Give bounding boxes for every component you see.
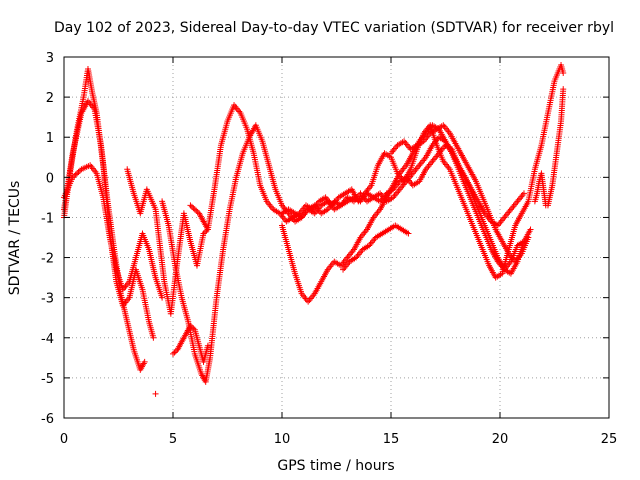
- data-point: [201, 229, 208, 236]
- data-point: [204, 342, 211, 349]
- x-axis-label: GPS time / hours: [277, 458, 394, 474]
- data-point: [204, 226, 211, 233]
- data-point: [159, 294, 166, 301]
- x-tick-label: 25: [601, 432, 618, 447]
- series-trace-10: [340, 222, 412, 273]
- series-trace-7: [187, 202, 211, 233]
- series-trace-6: [170, 322, 211, 365]
- data-point: [187, 322, 194, 329]
- y-tick-label: -2: [41, 252, 54, 267]
- y-tick-label: -5: [41, 372, 54, 387]
- data-point: [71, 172, 78, 179]
- series-trace-5: [159, 122, 534, 385]
- y-tick-label: -4: [41, 332, 54, 347]
- y-tick-label: 2: [46, 91, 54, 106]
- data-point: [170, 350, 176, 357]
- data-point: [75, 168, 82, 175]
- series-trace-13: [544, 86, 567, 209]
- data-point: [520, 190, 527, 197]
- data-point: [560, 86, 567, 93]
- y-axis-label: SDTVAR / TECUs: [7, 181, 23, 296]
- data-points: [61, 62, 567, 397]
- y-axis: 3 2 1 0 -1 -2 -3 -4 -5 -6: [41, 51, 609, 427]
- y-tick-label: 0: [46, 171, 54, 186]
- x-tick-label: 5: [169, 432, 177, 447]
- grid: [64, 57, 609, 418]
- series-trace-3: [61, 162, 166, 301]
- plot-frame: [63, 56, 610, 419]
- data-point: [190, 325, 197, 332]
- data-point: [525, 234, 532, 241]
- data-point: [72, 171, 79, 178]
- y-tick-label: -3: [41, 292, 54, 307]
- data-point: [74, 170, 81, 177]
- series-outlier: [152, 390, 159, 397]
- x-tick-label: 10: [274, 432, 291, 447]
- data-point: [560, 70, 567, 77]
- x-tick-label: 20: [492, 432, 509, 447]
- y-tick-label: -1: [41, 211, 54, 226]
- x-tick-label: 0: [60, 432, 68, 447]
- data-point: [190, 205, 197, 212]
- chart-title: Day 102 of 2023, Sidereal Day-to-day VTE…: [54, 20, 614, 36]
- data-point: [150, 334, 157, 341]
- y-tick-label: 3: [46, 51, 54, 66]
- data-point: [191, 206, 198, 213]
- data-point: [193, 207, 200, 214]
- series-trace-11: [388, 122, 532, 265]
- data-point: [76, 167, 83, 174]
- y-tick-label: -6: [41, 412, 54, 427]
- data-point: [171, 349, 178, 356]
- data-point: [527, 226, 534, 233]
- data-point: [141, 358, 148, 365]
- data-point: [405, 230, 412, 237]
- data-point: [69, 174, 76, 181]
- x-axis: 0 5 10 15 20 25: [60, 57, 617, 447]
- data-point: [188, 324, 195, 331]
- x-tick-label: 15: [383, 432, 400, 447]
- data-point: [187, 202, 194, 209]
- data-point: [200, 230, 207, 237]
- data-point: [188, 203, 195, 210]
- data-point: [152, 390, 159, 397]
- y-tick-label: 1: [46, 131, 54, 146]
